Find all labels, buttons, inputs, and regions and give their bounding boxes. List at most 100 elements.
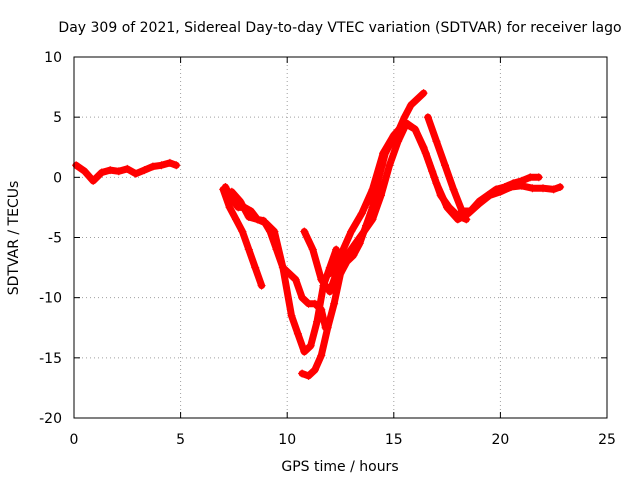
data-point	[432, 179, 441, 188]
y-tick-label: 5	[53, 110, 62, 126]
data-point	[219, 185, 228, 194]
axis-ticks	[73, 56, 608, 419]
data-point	[336, 251, 345, 260]
data-point	[325, 269, 334, 278]
y-tick-label: 10	[44, 50, 62, 66]
data-point	[413, 95, 422, 104]
data-point	[291, 275, 300, 284]
data-point	[257, 281, 266, 290]
data-point	[308, 245, 317, 254]
data-point	[123, 164, 132, 173]
data-point	[298, 369, 307, 378]
data-point	[304, 371, 313, 380]
data-point	[140, 166, 149, 175]
x-tick-label: 15	[385, 432, 403, 448]
data-point	[483, 191, 492, 200]
series-line	[326, 119, 564, 278]
data-point	[287, 311, 296, 320]
data-point	[97, 168, 106, 177]
data-point	[453, 215, 462, 224]
data-point	[526, 173, 535, 182]
data-point	[317, 275, 326, 284]
data-point	[270, 227, 279, 236]
grid	[74, 57, 607, 418]
data-point	[449, 185, 458, 194]
data-point	[298, 293, 307, 302]
data-point	[253, 215, 262, 224]
data-point	[385, 161, 394, 170]
data-point	[389, 131, 398, 140]
series-arc-b	[219, 185, 266, 290]
data-point	[351, 239, 360, 248]
data-point	[360, 227, 368, 236]
data-point	[225, 203, 234, 212]
data-point	[423, 113, 432, 122]
data-point	[80, 167, 89, 176]
x-tick-label: 10	[278, 432, 296, 448]
data-point	[419, 89, 428, 98]
x-tick-label: 25	[598, 432, 616, 448]
chart-title: Day 309 of 2021, Sidereal Day-to-day VTE…	[58, 20, 621, 36]
data-point	[377, 191, 385, 200]
data-point	[300, 227, 309, 236]
data-point	[368, 185, 377, 194]
series-early	[72, 158, 181, 185]
y-axis-title: SDTVAR / TECUs	[6, 181, 22, 296]
data-point	[517, 176, 526, 185]
data-point	[357, 209, 366, 218]
data-point	[236, 197, 245, 206]
data-point	[310, 365, 319, 374]
y-tick-label: -20	[39, 411, 62, 427]
data-point	[509, 179, 518, 188]
data-point	[325, 287, 334, 296]
data-point	[475, 197, 484, 206]
data-point	[534, 173, 543, 182]
data-point	[244, 245, 253, 254]
data-point	[306, 341, 315, 350]
data-point	[332, 245, 341, 254]
data-point	[466, 207, 475, 215]
plot-frame	[73, 56, 608, 419]
data-point	[500, 183, 509, 191]
x-tick-labels: 0 5 10 15 20 25	[70, 432, 616, 448]
data-point	[172, 161, 181, 170]
data-point	[528, 184, 537, 193]
data-point	[458, 207, 466, 215]
data-point	[406, 101, 415, 110]
data-point	[443, 203, 452, 212]
data-point	[313, 317, 321, 326]
data-point	[278, 263, 287, 272]
data-point	[347, 227, 356, 236]
data-point	[539, 184, 547, 193]
data-point	[394, 137, 403, 146]
data-point	[432, 137, 441, 146]
data-point	[148, 162, 157, 171]
data-point	[244, 213, 253, 221]
data-point	[492, 185, 501, 194]
data-point	[131, 169, 140, 178]
x-tick-label: 5	[176, 432, 185, 448]
data-point	[379, 149, 388, 158]
y-tick-label: 0	[53, 170, 62, 186]
data-point	[323, 323, 332, 332]
data-point	[157, 161, 166, 170]
data-point	[411, 125, 420, 134]
data-point	[238, 227, 247, 236]
data-point	[72, 161, 81, 170]
data-point	[251, 263, 260, 272]
series-arc-f	[325, 119, 565, 278]
x-tick-label: 20	[491, 432, 509, 448]
data-point	[330, 299, 339, 308]
data-point	[89, 176, 98, 185]
data-point	[441, 161, 449, 170]
data-point	[300, 347, 309, 356]
data-point	[421, 149, 430, 158]
y-tick-label: -15	[39, 351, 62, 367]
series-arc-g	[423, 113, 543, 215]
data-point	[114, 167, 123, 176]
data-point	[556, 183, 565, 191]
y-tick-labels: -20 -15 -10 -5 0 5 10	[39, 50, 62, 427]
x-tick-label: 0	[70, 432, 79, 448]
data-point	[106, 166, 115, 175]
